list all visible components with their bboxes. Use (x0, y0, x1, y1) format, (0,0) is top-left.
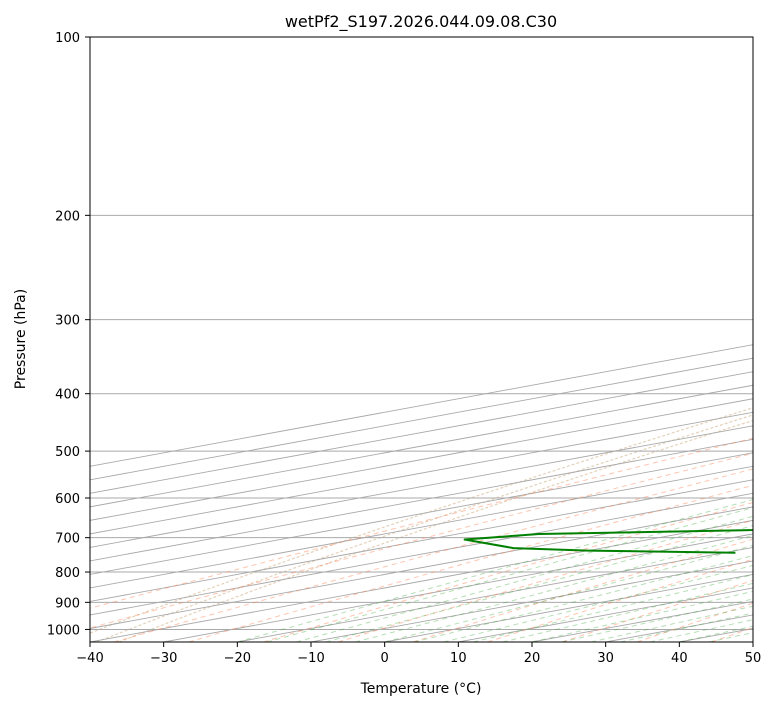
y-tick-label: 800 (55, 566, 80, 581)
y-tick-label: 100 (55, 31, 80, 46)
x-tick-label: −10 (297, 651, 324, 666)
x-tick-label: 50 (745, 651, 762, 666)
y-tick-label: 900 (55, 596, 80, 611)
x-tick-label: 40 (671, 651, 688, 666)
x-axis-label: Temperature (°C) (360, 681, 482, 697)
y-tick-label: 400 (55, 388, 80, 403)
x-tick-label: 10 (450, 651, 467, 666)
x-tick-label: 0 (381, 651, 389, 666)
y-tick-label: 200 (55, 209, 80, 224)
x-tick-label: 30 (597, 651, 614, 666)
x-tick-label: −30 (150, 651, 177, 666)
y-tick-label: 1000 (47, 623, 80, 638)
y-axis-label: Pressure (hPa) (13, 289, 29, 389)
y-tick-label: 700 (55, 532, 80, 547)
y-tick-label: 500 (55, 445, 80, 460)
chart-title: wetPf2_S197.2026.044.09.08.C30 (285, 12, 557, 32)
x-tick-label: −20 (224, 651, 251, 666)
x-tick-label: 20 (524, 651, 541, 666)
y-tick-label: 300 (55, 314, 80, 329)
x-tick-label: −40 (76, 651, 103, 666)
y-tick-label: 600 (55, 492, 80, 507)
